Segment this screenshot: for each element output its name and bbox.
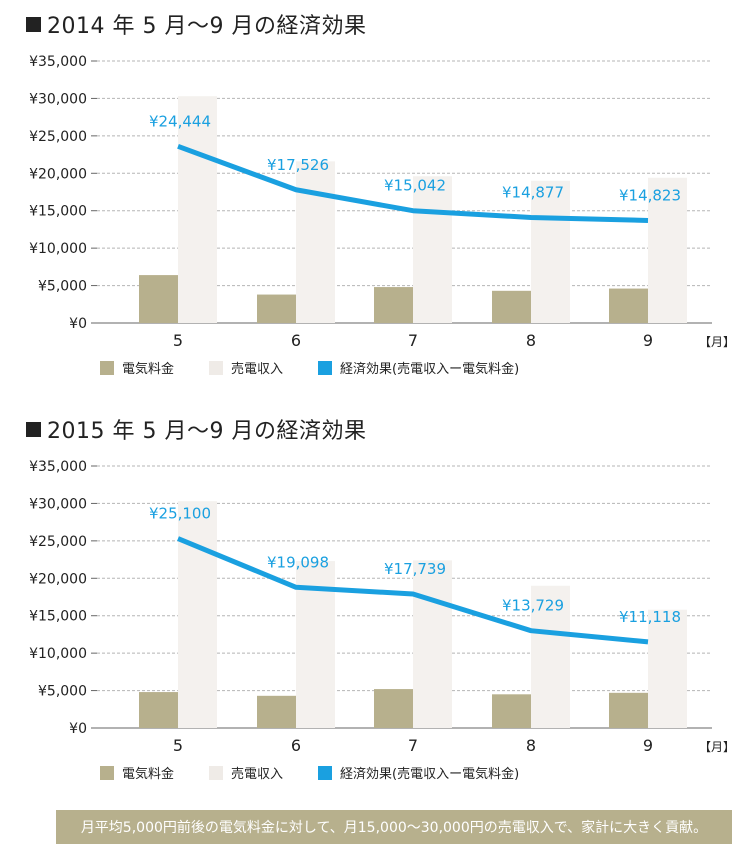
bar-electricity: [492, 694, 531, 728]
y-tick-label: ¥15,000: [29, 204, 87, 220]
chart-title: 2014 年 5 月〜9 月の経済効果: [26, 8, 366, 40]
y-tick-label: ¥25,000: [29, 129, 87, 145]
legend-economic-effect-label: 経済効果(売電収入ー電気料金): [340, 766, 519, 782]
x-unit-label: 【月】: [699, 740, 735, 754]
x-tick-label: 8: [526, 736, 536, 755]
data-label: ¥19,098: [267, 553, 329, 571]
bar-electricity: [139, 275, 178, 323]
x-tick-label: 8: [526, 331, 536, 350]
chart-title: 2015 年 5 月〜9 月の経済効果: [26, 413, 366, 445]
data-label: ¥24,444: [149, 112, 211, 130]
legend-electricity-swatch: [100, 766, 114, 780]
legend-economic-effect-swatch: [318, 766, 332, 780]
x-tick-label: 9: [643, 331, 653, 350]
data-label: ¥15,042: [384, 177, 446, 195]
legend-electricity-label: 電気料金: [122, 361, 174, 377]
legend-sales-swatch: [209, 361, 223, 375]
bar-sales: [531, 585, 570, 728]
y-tick-label: ¥35,000: [29, 459, 87, 475]
title-square-icon: [26, 16, 41, 32]
bar-electricity: [139, 692, 178, 728]
legend-economic-effect-swatch: [318, 361, 332, 375]
bar-electricity: [492, 290, 531, 323]
chart-2015: 2015 年 5 月〜9 月の経済効果 ¥35,000 ¥30,000 ¥25,00…: [0, 405, 750, 805]
x-tick-label: 9: [643, 736, 653, 755]
bar-sales: [178, 96, 217, 323]
data-label: ¥17,739: [384, 560, 446, 578]
data-label: ¥13,729: [502, 597, 564, 615]
y-tick-label: ¥15,000: [29, 609, 87, 625]
y-tick-label: ¥0: [69, 721, 87, 737]
footer-banner: 月平均5,000円前後の電気料金に対して、月15,000〜30,000円の売電収…: [56, 810, 732, 844]
x-tick-label: 7: [408, 331, 418, 350]
bar-sales: [648, 609, 687, 728]
data-label: ¥25,100: [149, 505, 211, 523]
x-tick-label: 5: [173, 736, 183, 755]
bar-electricity: [257, 695, 296, 728]
legend-electricity-swatch: [100, 361, 114, 375]
y-tick-label: ¥0: [69, 316, 87, 332]
bar-electricity: [257, 294, 296, 323]
data-label: ¥14,823: [619, 186, 681, 204]
legend-sales-label: 売電収入: [231, 361, 283, 377]
x-tick-label: 6: [291, 736, 301, 755]
data-label: ¥11,118: [619, 608, 681, 626]
y-tick-label: ¥5,000: [38, 684, 87, 700]
title-square-icon: [26, 421, 41, 437]
bar-electricity: [374, 689, 413, 728]
y-tick-label: ¥20,000: [29, 571, 87, 587]
x-tick-label: 7: [408, 736, 418, 755]
y-tick-label: ¥10,000: [29, 241, 87, 257]
y-tick-label: ¥35,000: [29, 54, 87, 70]
bar-sales: [413, 560, 452, 728]
y-tick-label: ¥20,000: [29, 166, 87, 182]
y-tick-label: ¥10,000: [29, 646, 87, 662]
bar-electricity: [609, 288, 648, 323]
data-label: ¥17,526: [267, 156, 329, 174]
bar-sales: [413, 176, 452, 323]
y-tick-label: ¥30,000: [29, 91, 87, 107]
x-tick-label: 6: [291, 331, 301, 350]
y-tick-label: ¥30,000: [29, 496, 87, 512]
bar-electricity: [374, 287, 413, 323]
y-tick-label: ¥25,000: [29, 534, 87, 550]
x-tick-label: 5: [173, 331, 183, 350]
chart-title-text: 2015 年 5 月〜9 月の経済効果: [47, 419, 367, 444]
chart-svg: ¥35,000 ¥30,000 ¥25,000 ¥20,000 ¥15,000 ¥10,0…: [29, 459, 735, 782]
bar-electricity: [609, 692, 648, 728]
bar-sales: [531, 180, 570, 323]
legend-sales-label: 売電収入: [231, 766, 283, 782]
series-line-economic-effect: [177, 143, 649, 223]
x-unit-label: 【月】: [699, 335, 735, 349]
bar-sales: [178, 501, 217, 728]
y-tick-label: ¥5,000: [38, 279, 87, 295]
bar-sales: [648, 177, 687, 323]
chart-2014: 2014 年 5 月〜9 月の経済効果 ¥35,000 ¥30,000 ¥25,00…: [0, 0, 750, 400]
legend-economic-effect-label: 経済効果(売電収入ー電気料金): [340, 361, 519, 377]
series-line-economic-effect: [177, 536, 649, 645]
chart-title-text: 2014 年 5 月〜9 月の経済効果: [47, 14, 367, 39]
legend-electricity-label: 電気料金: [122, 766, 174, 782]
legend-sales-swatch: [209, 766, 223, 780]
chart-svg: ¥35,000 ¥30,000 ¥25,000 ¥20,000 ¥15,000 ¥10,0…: [29, 54, 735, 377]
data-label: ¥14,877: [502, 183, 564, 201]
bar-sales: [296, 161, 335, 323]
